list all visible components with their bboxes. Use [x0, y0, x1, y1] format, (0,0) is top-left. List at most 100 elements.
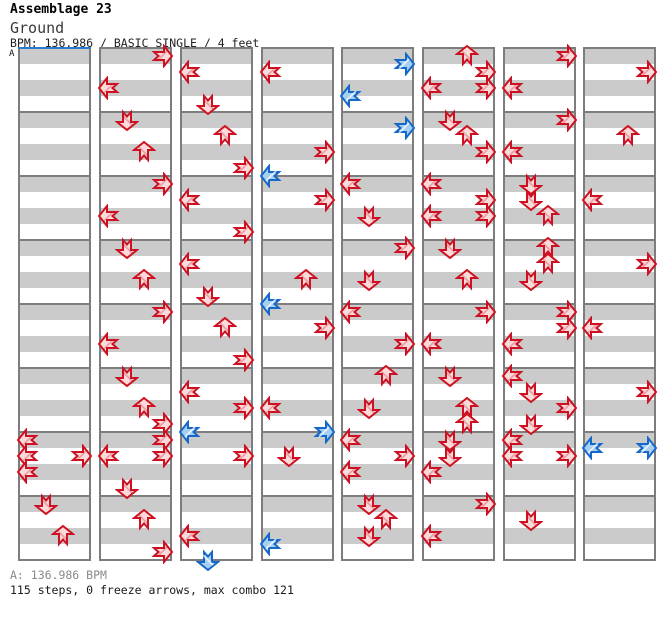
measure-line: [341, 303, 414, 305]
step-arrow-left-4th: [178, 380, 202, 404]
step-arrow-left-4th: [501, 444, 525, 468]
step-arrow-up-4th: [536, 236, 561, 260]
step-arrow-left-8th: [339, 84, 363, 108]
measure-line: [261, 239, 334, 241]
step-arrow-left-4th: [339, 300, 363, 324]
step-arrow-down-4th: [356, 492, 381, 516]
step-arrow-down-4th: [114, 236, 139, 260]
measure-line: [583, 495, 656, 497]
measure-line: [341, 175, 414, 177]
step-arrow-right-4th: [231, 156, 255, 180]
step-arrow-right-4th: [150, 300, 174, 324]
measure-line: [261, 367, 334, 369]
footer-stats-line: 115 steps, 0 freeze arrows, max combo 12…: [10, 583, 294, 597]
step-arrow-left-4th: [420, 204, 444, 228]
artist-name: Assemblage 23: [10, 2, 112, 17]
step-arrow-down-4th: [195, 92, 220, 116]
step-arrow-up-4th: [455, 396, 480, 420]
step-arrow-left-4th: [420, 76, 444, 100]
measure-line: [583, 111, 656, 113]
step-arrow-up-4th: [455, 412, 480, 436]
step-arrow-down-4th: [114, 108, 139, 132]
step-arrow-down-4th: [518, 380, 543, 404]
measure-line: [99, 175, 172, 177]
measure-line: [583, 431, 656, 433]
step-arrow-right-4th: [554, 300, 578, 324]
measure-line: [18, 239, 91, 241]
measure-line: [18, 559, 91, 561]
measure-line: [583, 239, 656, 241]
step-arrow-right-4th: [150, 172, 174, 196]
step-arrow-up-4th: [374, 508, 399, 532]
step-arrow-left-4th: [259, 60, 283, 84]
measure-line: [99, 495, 172, 497]
measure-line: [503, 239, 576, 241]
step-arrow-down-4th: [276, 444, 301, 468]
step-arrow-right-4th: [554, 108, 578, 132]
measure-line: [261, 559, 334, 561]
measure-line-top: [341, 47, 414, 49]
measure-line: [180, 495, 253, 497]
measure-line: [583, 303, 656, 305]
step-arrow-right-4th: [473, 204, 497, 228]
measure-line: [180, 175, 253, 177]
step-arrow-right-4th: [554, 316, 578, 340]
measure-line: [503, 431, 576, 433]
step-arrow-right-4th: [312, 316, 336, 340]
measure-line: [180, 239, 253, 241]
step-arrow-right-4th: [150, 412, 174, 436]
step-arrow-right-4th: [473, 76, 497, 100]
step-arrow-right-4th: [473, 188, 497, 212]
step-arrow-left-8th: [259, 164, 283, 188]
step-arrow-up-4th: [132, 508, 157, 532]
step-arrow-right-4th: [473, 492, 497, 516]
step-arrow-right-4th: [392, 236, 416, 260]
step-arrow-left-4th: [178, 524, 202, 548]
measure-line: [503, 303, 576, 305]
measure-line: [341, 495, 414, 497]
measure-line: [261, 431, 334, 433]
step-arrow-left-4th: [501, 428, 525, 452]
step-arrow-right-4th: [473, 300, 497, 324]
measure-line: [18, 367, 91, 369]
step-arrow-right-4th: [392, 332, 416, 356]
step-arrow-right-4th: [392, 444, 416, 468]
measure-line: [341, 111, 414, 113]
step-arrow-down-4th: [518, 412, 543, 436]
measure-line: [18, 495, 91, 497]
measure-line: [261, 111, 334, 113]
step-arrow-left-4th: [97, 444, 121, 468]
step-arrow-left-4th: [420, 332, 444, 356]
step-arrow-left-4th: [501, 76, 525, 100]
step-arrow-left-4th: [420, 524, 444, 548]
measure-line: [503, 111, 576, 113]
song-title: Ground: [10, 19, 65, 37]
step-arrow-down-4th: [518, 188, 543, 212]
measure-line: [99, 559, 172, 561]
step-arrow-right-4th: [634, 60, 658, 84]
step-arrow-down-4th: [518, 508, 543, 532]
step-arrow-right-4th: [634, 380, 658, 404]
measure-line-top: [180, 47, 253, 49]
step-arrow-right-4th: [554, 444, 578, 468]
measure-line: [422, 495, 495, 497]
step-arrow-right-4th: [231, 396, 255, 420]
step-arrow-down-4th: [356, 524, 381, 548]
measure-line: [261, 303, 334, 305]
step-arrow-left-4th: [501, 332, 525, 356]
step-arrow-left-4th: [339, 428, 363, 452]
step-arrow-up-4th: [294, 268, 319, 292]
step-arrow-down-4th: [114, 476, 139, 500]
measure-line: [422, 559, 495, 561]
step-arrow-down-8th: [195, 548, 220, 572]
step-arrow-up-4th: [213, 124, 238, 148]
step-arrow-up-4th: [616, 124, 641, 148]
measure-line: [341, 367, 414, 369]
measure-line: [99, 111, 172, 113]
step-arrow-left-4th: [259, 396, 283, 420]
step-arrow-left-4th: [97, 204, 121, 228]
step-arrow-right-4th: [312, 140, 336, 164]
step-arrow-up-4th: [455, 44, 480, 68]
measure-line: [99, 431, 172, 433]
